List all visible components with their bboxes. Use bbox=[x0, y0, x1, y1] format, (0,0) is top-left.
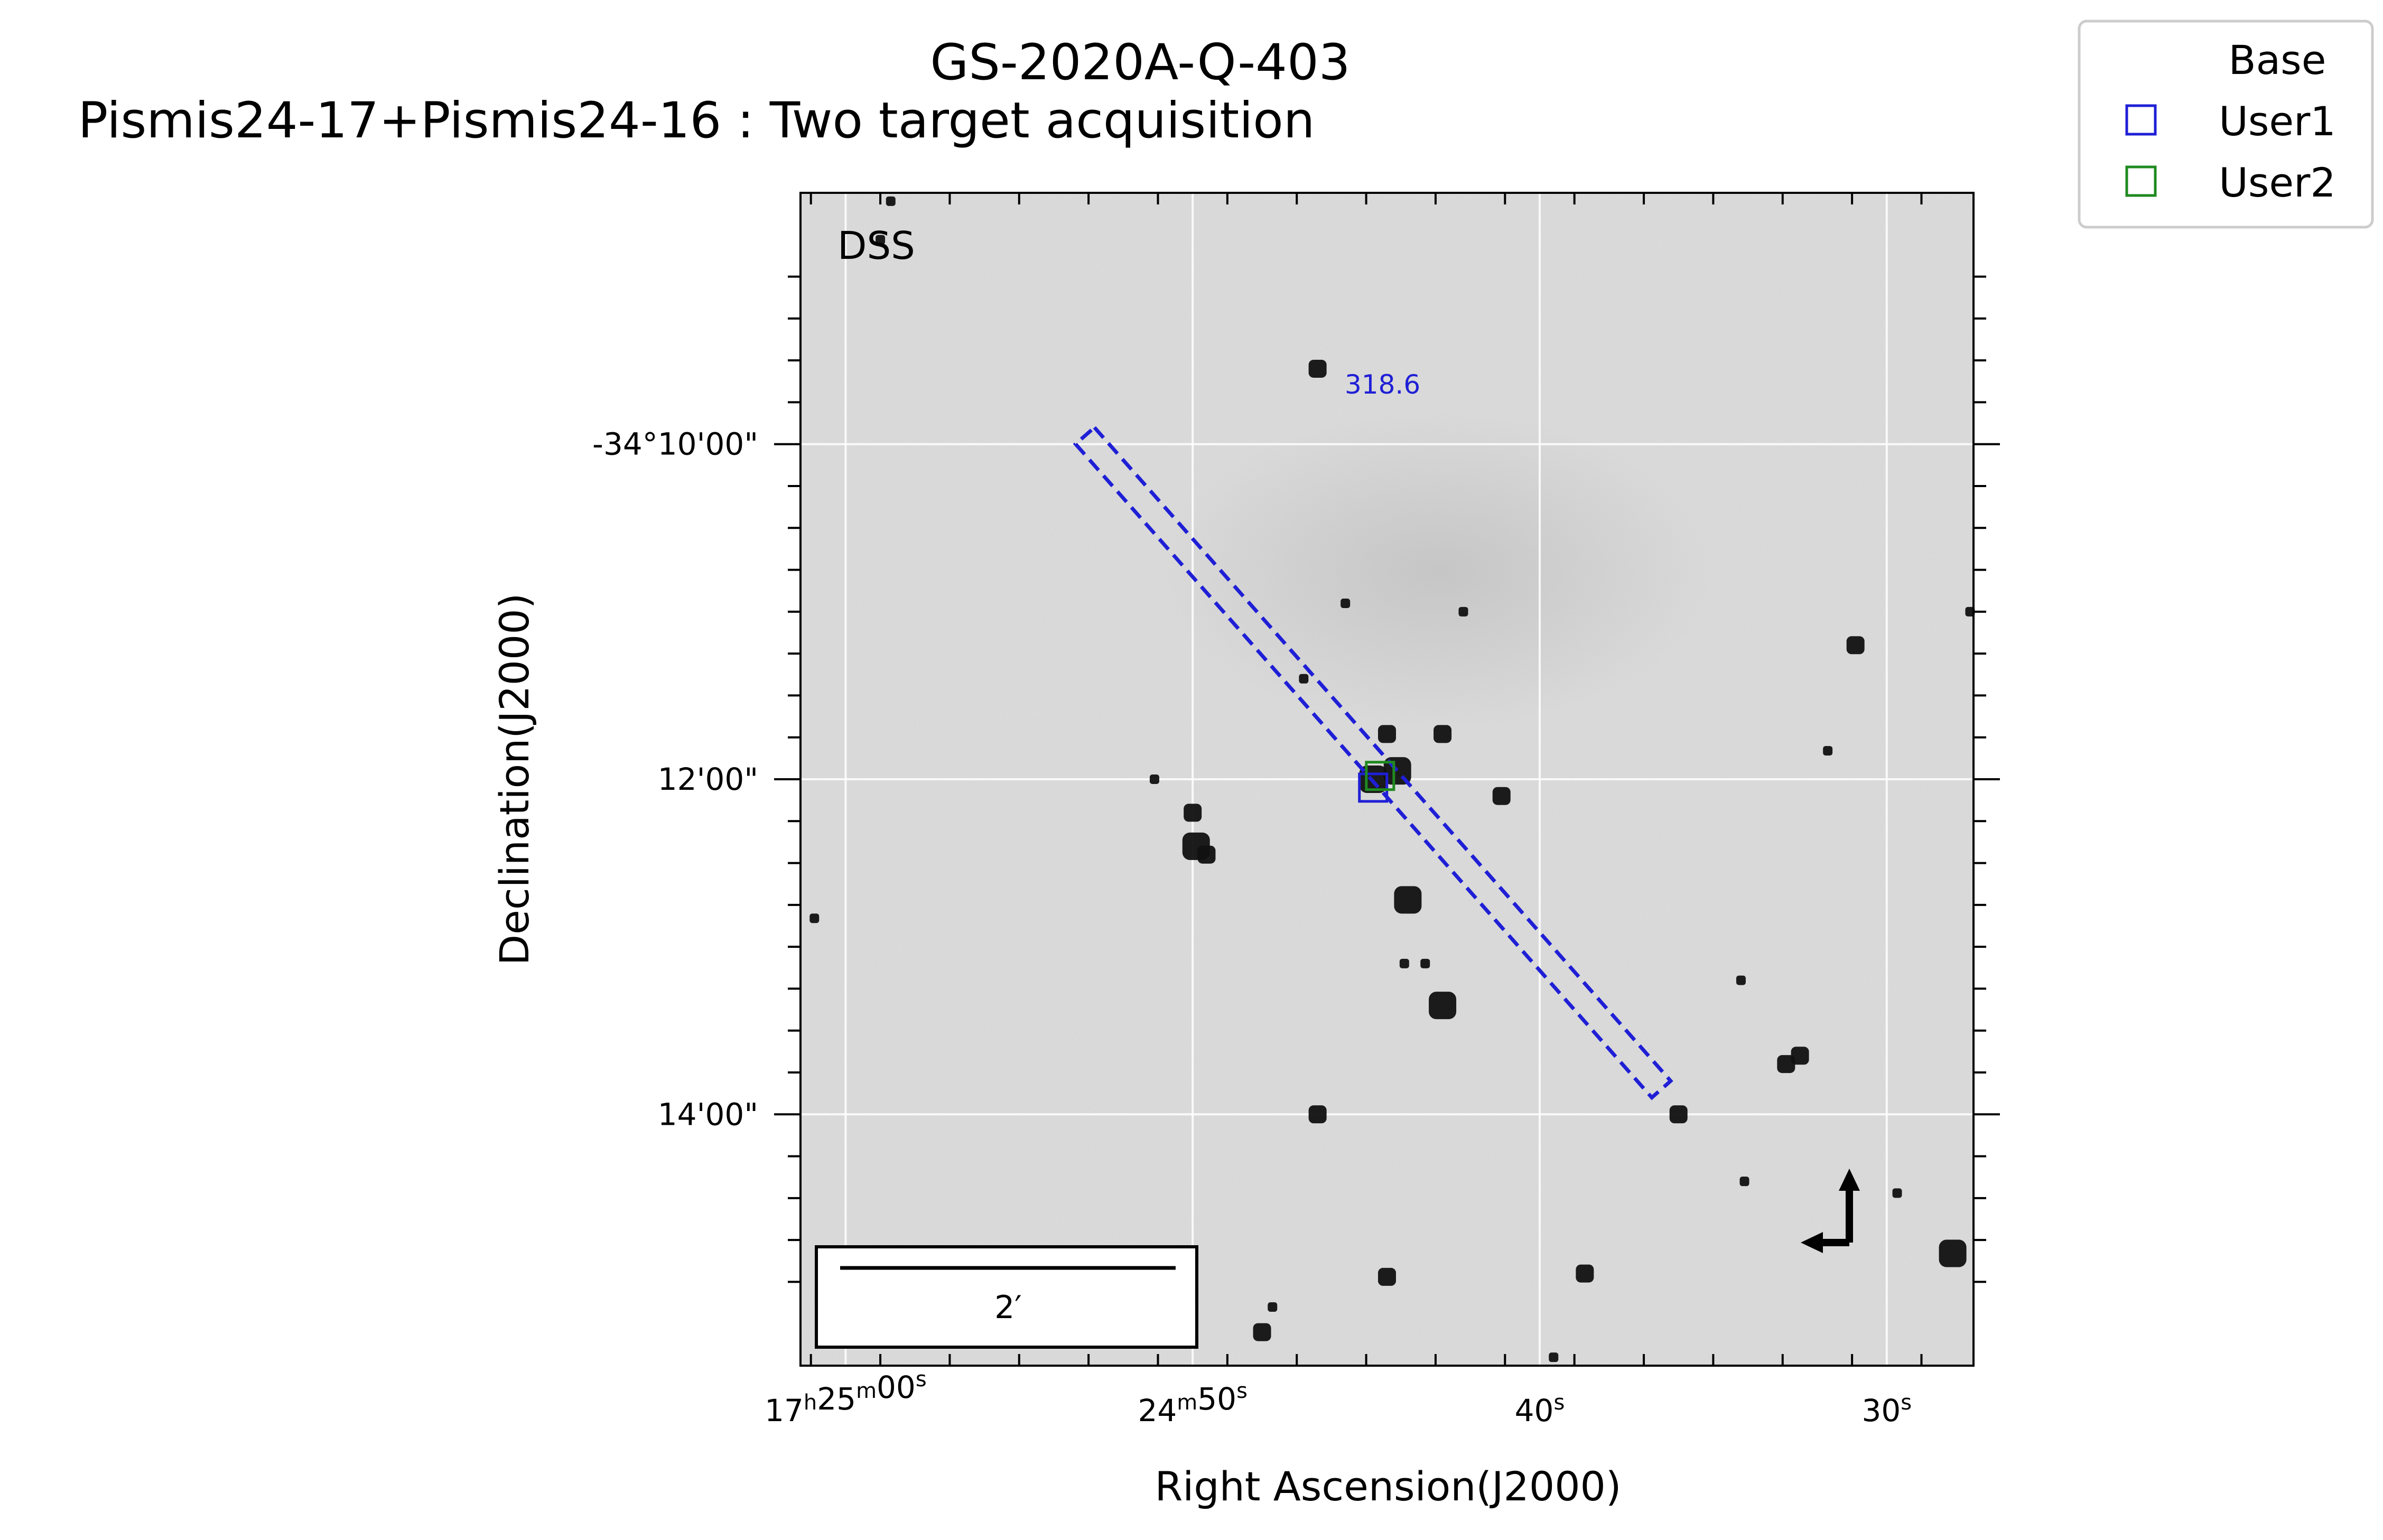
y-tick-label: 14'00" bbox=[658, 1096, 758, 1132]
target-markers bbox=[1358, 761, 1395, 803]
x-tick-label: 40s bbox=[1515, 1390, 1565, 1429]
north-arrow-icon bbox=[1839, 1169, 1860, 1191]
star-mark bbox=[809, 913, 820, 923]
y-tick-label: -34°10'00" bbox=[592, 426, 758, 462]
x-axis-label: Right Ascension(J2000) bbox=[1155, 1463, 1621, 1510]
legend-items: Base User1 User2 bbox=[2125, 36, 2336, 206]
star-mark bbox=[1791, 1047, 1809, 1065]
target-box-user1 bbox=[1358, 772, 1389, 803]
star-mark bbox=[1378, 725, 1396, 743]
star-mark bbox=[1197, 845, 1216, 864]
star-mark bbox=[1939, 1239, 1967, 1267]
legend-swatch-user2 bbox=[2125, 165, 2157, 197]
star-mark bbox=[876, 235, 886, 245]
star-mark bbox=[1184, 804, 1202, 822]
star-mark bbox=[1736, 975, 1746, 985]
legend-label-base: Base bbox=[2228, 36, 2326, 83]
star-mark bbox=[1429, 992, 1457, 1020]
legend-swatch-user1 bbox=[2125, 104, 2157, 136]
legend-label-user1: User1 bbox=[2219, 98, 2336, 145]
sky-image-panel: DSS 318.6 2′ bbox=[774, 192, 2000, 1367]
star-mark bbox=[1492, 787, 1511, 805]
east-arrow-icon bbox=[1801, 1232, 1823, 1253]
star-mark bbox=[1846, 636, 1865, 655]
star-mark bbox=[1433, 725, 1452, 743]
y-tick-label: 12'00" bbox=[658, 761, 758, 797]
compass bbox=[1801, 1169, 1860, 1253]
star-mark bbox=[1892, 1188, 1902, 1198]
legend-label-user2: User2 bbox=[2219, 159, 2336, 206]
scale-bar-label: 2′ bbox=[994, 1289, 1022, 1326]
star-mark bbox=[1378, 1267, 1396, 1286]
chart-title: GS-2020A-Q-403 bbox=[930, 34, 1350, 91]
grid-lines bbox=[800, 193, 1974, 1366]
star-mark bbox=[1341, 599, 1351, 608]
target-box-user2 bbox=[1365, 761, 1395, 791]
survey-label: DSS bbox=[837, 223, 915, 268]
y-tick-labels: -34°10'00" 12'00" 14'00" bbox=[592, 426, 758, 1133]
star-mark bbox=[1308, 360, 1327, 378]
x-tick-label: 17h25m00s bbox=[765, 1367, 927, 1429]
x-tick-label: 24m50s bbox=[1138, 1379, 1247, 1429]
scale-bar-box bbox=[815, 1245, 1198, 1349]
star-mark bbox=[1268, 1302, 1278, 1312]
position-angle-label: 318.6 bbox=[1345, 369, 1420, 400]
star-mark bbox=[1777, 1055, 1795, 1074]
nebula-glow bbox=[1162, 412, 1712, 729]
star-mark bbox=[1149, 774, 1159, 784]
x-tick-label: 30s bbox=[1861, 1390, 1912, 1429]
chart-subtitle: Pismis24-17+Pismis24-16 : Two target acq… bbox=[78, 92, 1315, 150]
star-mark bbox=[1739, 1177, 1749, 1187]
star-mark bbox=[1458, 606, 1468, 617]
star-mark bbox=[1549, 1352, 1559, 1362]
star-mark bbox=[1399, 958, 1409, 968]
x-tick-labels: 17h25m00s 24m50s 40s 30s bbox=[765, 1367, 1912, 1429]
star-mark bbox=[1965, 606, 1975, 617]
slit-layer bbox=[1073, 425, 1673, 1100]
star-mark bbox=[1308, 1105, 1327, 1124]
slit-outline bbox=[1073, 425, 1673, 1100]
legend: Base User1 User2 bbox=[2078, 20, 2374, 229]
star-mark bbox=[1299, 674, 1309, 684]
star-mark bbox=[886, 196, 896, 206]
plot-frame bbox=[799, 192, 1975, 1367]
star-mark bbox=[1420, 958, 1430, 968]
legend-box bbox=[2078, 20, 2374, 229]
y-axis-label: Declination(J2000) bbox=[491, 593, 538, 966]
star-mark bbox=[1576, 1264, 1594, 1283]
star-mark bbox=[1253, 1323, 1271, 1341]
star-mark bbox=[1823, 746, 1833, 756]
axis-ticks bbox=[774, 193, 2000, 1366]
star-field bbox=[809, 196, 1975, 1362]
star-mark bbox=[1394, 886, 1422, 914]
star-mark bbox=[1669, 1105, 1688, 1124]
scale-bar: 2′ bbox=[815, 1245, 1198, 1349]
